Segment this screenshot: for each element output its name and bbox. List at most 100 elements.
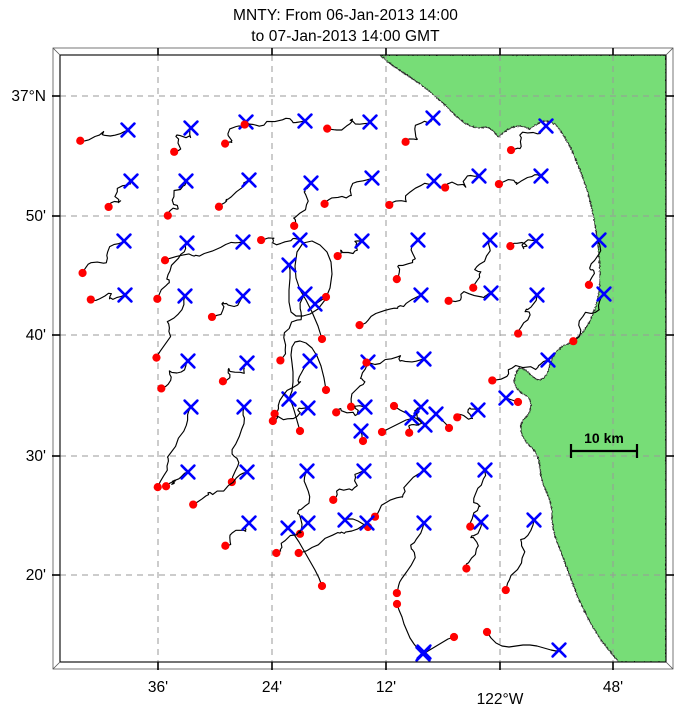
x-tick-label: 36' [148, 679, 168, 696]
track-start-marker [401, 137, 410, 146]
drift-track [396, 522, 425, 594]
track-start-marker [268, 416, 277, 426]
drift-track [298, 522, 368, 554]
x-tick-label: 48' [603, 679, 623, 696]
track-end-marker [235, 234, 251, 250]
track-start-marker [270, 409, 279, 418]
track-start-marker [584, 280, 594, 289]
track-start-marker [295, 426, 305, 436]
track-start-marker [276, 356, 285, 365]
drift-track [157, 406, 192, 488]
track-start-marker [153, 294, 162, 303]
gridlines [60, 55, 666, 662]
drift-track [173, 127, 192, 153]
track-start-marker [329, 495, 338, 504]
drift-track [365, 355, 425, 366]
drift-track [275, 522, 309, 554]
track-start-marker [272, 548, 281, 558]
track-end-marker [551, 642, 567, 658]
track-start-marker [453, 413, 462, 422]
track-start-marker [441, 183, 450, 192]
track-end-marker [540, 352, 556, 368]
drift-track [350, 361, 369, 408]
track-start-marker [392, 588, 401, 598]
track-end-marker [425, 110, 441, 126]
track-end-marker [241, 515, 257, 531]
track-end-marker [120, 122, 136, 138]
drift-track [572, 293, 605, 342]
track-start-marker [358, 436, 368, 446]
track-end-marker [280, 520, 296, 536]
track-end-marker [357, 399, 373, 415]
track-start-marker [290, 221, 299, 231]
track-start-marker [221, 541, 230, 550]
track-start-marker [317, 334, 327, 344]
figure-title: MNTY: From 06-Jan-2013 14:00 to 07-Jan-2… [0, 6, 691, 48]
drift-track [231, 406, 245, 483]
track-start-marker [355, 321, 364, 330]
x-tick-label: 122°W [477, 691, 524, 708]
drift-track [260, 237, 301, 246]
drift-track [274, 360, 311, 415]
track-start-marker [160, 256, 170, 265]
track-end-marker [413, 399, 429, 415]
track-start-marker [218, 377, 228, 386]
track-end-marker [354, 233, 370, 249]
track-end-marker [482, 232, 498, 248]
track-start-marker [506, 145, 516, 155]
track-start-marker [466, 522, 475, 531]
track-start-marker [494, 179, 504, 189]
track-end-marker [359, 515, 375, 531]
drift-track [517, 294, 538, 335]
track-end-marker [183, 120, 199, 136]
drift-track [244, 117, 306, 127]
drift-track [279, 293, 306, 361]
track-start-marker [362, 358, 371, 367]
track-end-marker [426, 173, 442, 189]
track-start-marker [392, 599, 402, 609]
drift-track [472, 239, 491, 289]
drift-track [224, 522, 250, 547]
track-end-marker [292, 232, 308, 248]
track-end-marker [416, 351, 432, 367]
track-end-marker [241, 172, 257, 188]
track-end-marker [471, 168, 487, 184]
drift-track [374, 469, 425, 518]
drift-track [160, 360, 189, 389]
drift-track [444, 174, 480, 189]
drift-track [469, 469, 487, 528]
track-start-marker [346, 402, 356, 411]
track-end-marker [526, 512, 542, 528]
drifter-tracks-layer [76, 110, 612, 662]
drift-track [192, 471, 248, 506]
track-end-marker [415, 646, 431, 662]
title-line-1: MNTY: From 06-Jan-2013 14:00 [232, 7, 459, 24]
axes-frame [52, 47, 674, 670]
track-end-marker [300, 400, 316, 416]
track-start-marker [257, 235, 266, 245]
land-polygon [379, 55, 666, 662]
track-start-marker [221, 139, 230, 148]
y-tick-label: 30' [26, 448, 46, 465]
track-start-marker [501, 585, 510, 595]
track-end-marker [364, 170, 380, 186]
drift-track [324, 177, 373, 205]
drift-track [156, 242, 188, 300]
track-end-marker [281, 257, 297, 273]
track-end-marker [302, 353, 318, 369]
track-end-marker [337, 512, 353, 528]
drift-track [358, 294, 422, 326]
track-start-marker [377, 427, 387, 437]
track-end-marker [416, 462, 432, 478]
drift-track [326, 118, 371, 131]
drift-track [332, 470, 365, 501]
track-end-marker [413, 287, 429, 303]
track-end-marker [303, 175, 319, 191]
track-start-marker [385, 200, 394, 210]
track-end-marker [483, 285, 499, 301]
track-start-marker [569, 337, 578, 346]
drift-track [408, 406, 422, 434]
drift-track [486, 631, 560, 652]
axis-ticks [52, 48, 674, 670]
track-start-marker [317, 581, 327, 591]
